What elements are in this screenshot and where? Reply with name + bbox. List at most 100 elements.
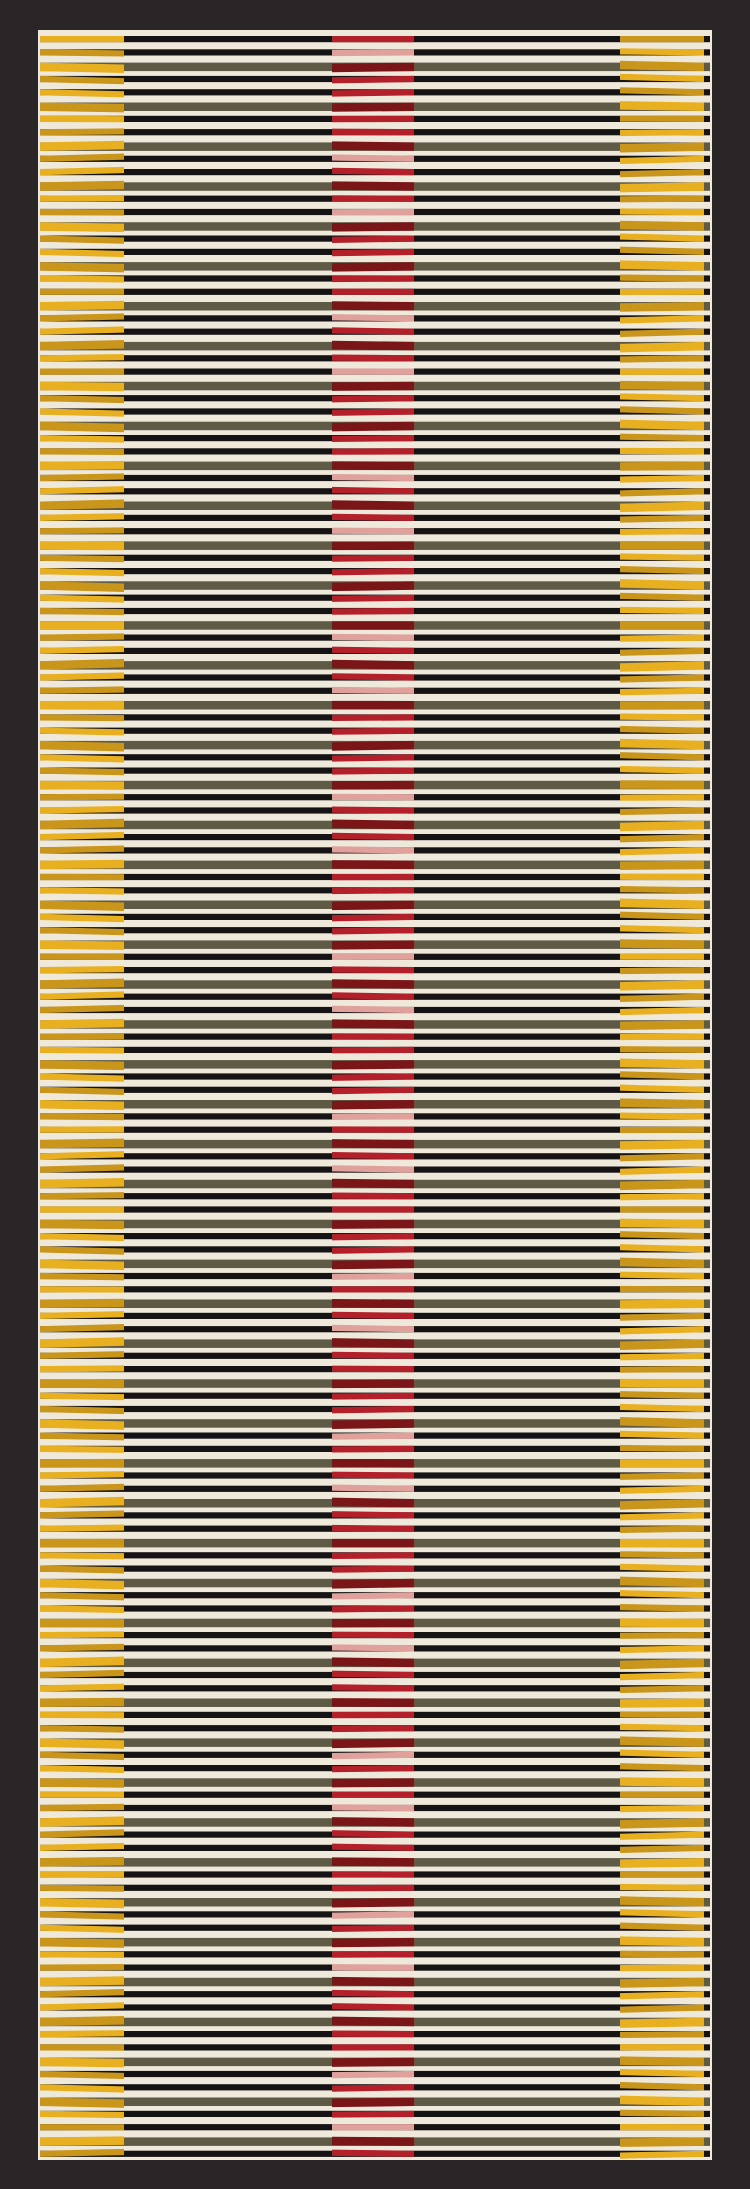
red-accent-center	[332, 1898, 414, 1908]
red-accent-center	[332, 754, 414, 762]
yellow-accent-right	[620, 765, 704, 774]
red-accent-center	[332, 1458, 414, 1468]
red-accent-center	[332, 1286, 414, 1293]
yellow-accent-left	[40, 1778, 124, 1788]
yellow-accent-left	[40, 1126, 124, 1133]
red-accent-center	[332, 473, 414, 482]
red-accent-center	[332, 1419, 414, 1429]
red-accent-center	[332, 1964, 414, 1971]
red-accent-center	[332, 940, 414, 950]
yellow-accent-left	[40, 1816, 124, 1827]
yellow-accent-right	[620, 169, 704, 178]
yellow-accent-right	[620, 1084, 704, 1093]
yellow-accent-left	[40, 153, 124, 162]
yellow-accent-left	[40, 1073, 124, 1082]
yellow-accent-left	[40, 1206, 124, 1213]
yellow-accent-right	[620, 687, 704, 696]
red-accent-center	[332, 89, 414, 97]
yellow-accent-left	[40, 991, 124, 1000]
yellow-accent-right	[620, 1112, 704, 1120]
yellow-accent-right	[620, 2056, 704, 2067]
yellow-accent-right	[620, 834, 704, 843]
yellow-accent-right	[620, 925, 704, 934]
red-accent-center	[332, 1578, 414, 1589]
yellow-accent-left	[40, 1842, 124, 1851]
yellow-accent-right	[620, 1777, 704, 1787]
yellow-accent-right	[620, 36, 704, 43]
yellow-accent-left	[40, 448, 124, 455]
yellow-accent-left	[40, 1323, 124, 1333]
yellow-accent-right	[620, 1936, 704, 1947]
red-accent-center	[332, 395, 414, 403]
yellow-accent-right	[620, 2044, 704, 2051]
yellow-accent-right	[620, 1576, 704, 1588]
red-accent-center	[332, 1033, 414, 1040]
yellow-accent-left	[40, 581, 124, 592]
yellow-accent-right	[620, 847, 704, 856]
yellow-accent-right	[620, 701, 704, 710]
yellow-accent-right	[620, 911, 704, 920]
yellow-accent-left	[40, 1618, 124, 1628]
yellow-accent-left	[40, 700, 124, 710]
yellow-accent-right	[620, 380, 704, 391]
yellow-accent-left	[40, 1656, 124, 1668]
yellow-accent-right	[620, 1179, 704, 1191]
yellow-accent-left	[40, 1458, 124, 1468]
red-accent-center	[332, 1924, 414, 1933]
yellow-accent-left	[40, 754, 124, 763]
red-accent-center	[332, 1151, 414, 1160]
red-accent-center	[332, 1246, 414, 1254]
yellow-accent-left	[40, 262, 124, 273]
red-accent-center	[332, 900, 414, 911]
red-accent-center	[332, 1884, 414, 1892]
yellow-accent-right	[620, 514, 704, 523]
yellow-accent-right	[620, 579, 704, 590]
yellow-accent-left	[40, 1871, 124, 1878]
red-accent-center	[332, 1538, 414, 1548]
yellow-accent-left	[40, 740, 124, 752]
red-accent-center	[332, 541, 414, 551]
yellow-accent-left	[40, 1829, 124, 1838]
yellow-accent-left	[40, 1471, 124, 1479]
yellow-accent-right	[620, 501, 704, 513]
yellow-accent-left	[40, 1164, 124, 1173]
yellow-accent-right	[620, 1244, 704, 1253]
red-accent-center	[332, 195, 414, 202]
yellow-accent-left	[40, 2097, 124, 2108]
red-accent-center	[332, 381, 414, 391]
yellow-accent-left	[40, 1419, 124, 1430]
yellow-accent-left	[40, 1565, 124, 1574]
red-accent-center	[332, 686, 414, 694]
yellow-accent-right	[620, 2124, 704, 2131]
red-accent-center	[332, 1524, 414, 1532]
yellow-accent-right	[620, 328, 704, 337]
red-accent-center	[332, 1405, 414, 1414]
yellow-accent-right	[620, 794, 704, 801]
red-accent-center	[332, 1725, 414, 1733]
yellow-accent-left	[40, 1311, 124, 1319]
yellow-accent-left	[40, 1725, 124, 1733]
red-accent-center	[332, 819, 414, 830]
red-accent-center	[332, 1351, 414, 1359]
red-accent-center	[332, 421, 414, 432]
yellow-accent-right	[620, 2068, 704, 2078]
red-accent-center	[332, 36, 414, 43]
red-accent-center	[332, 448, 414, 455]
yellow-accent-left	[40, 672, 124, 681]
yellow-accent-left	[40, 1697, 124, 1707]
red-accent-center	[332, 222, 414, 232]
yellow-accent-right	[620, 260, 704, 271]
red-accent-center	[332, 115, 414, 123]
yellow-accent-left	[40, 1337, 124, 1348]
yellow-accent-left	[40, 845, 124, 854]
yellow-accent-right	[620, 1723, 704, 1732]
yellow-accent-left	[40, 513, 124, 521]
yellow-accent-left	[40, 645, 124, 654]
yellow-accent-left	[40, 554, 124, 563]
yellow-accent-right	[620, 1964, 704, 1972]
yellow-accent-right	[620, 1671, 704, 1681]
yellow-accent-right	[620, 315, 704, 324]
red-accent-center	[332, 1605, 414, 1613]
yellow-accent-left	[40, 1552, 124, 1560]
yellow-accent-left	[40, 1379, 124, 1389]
